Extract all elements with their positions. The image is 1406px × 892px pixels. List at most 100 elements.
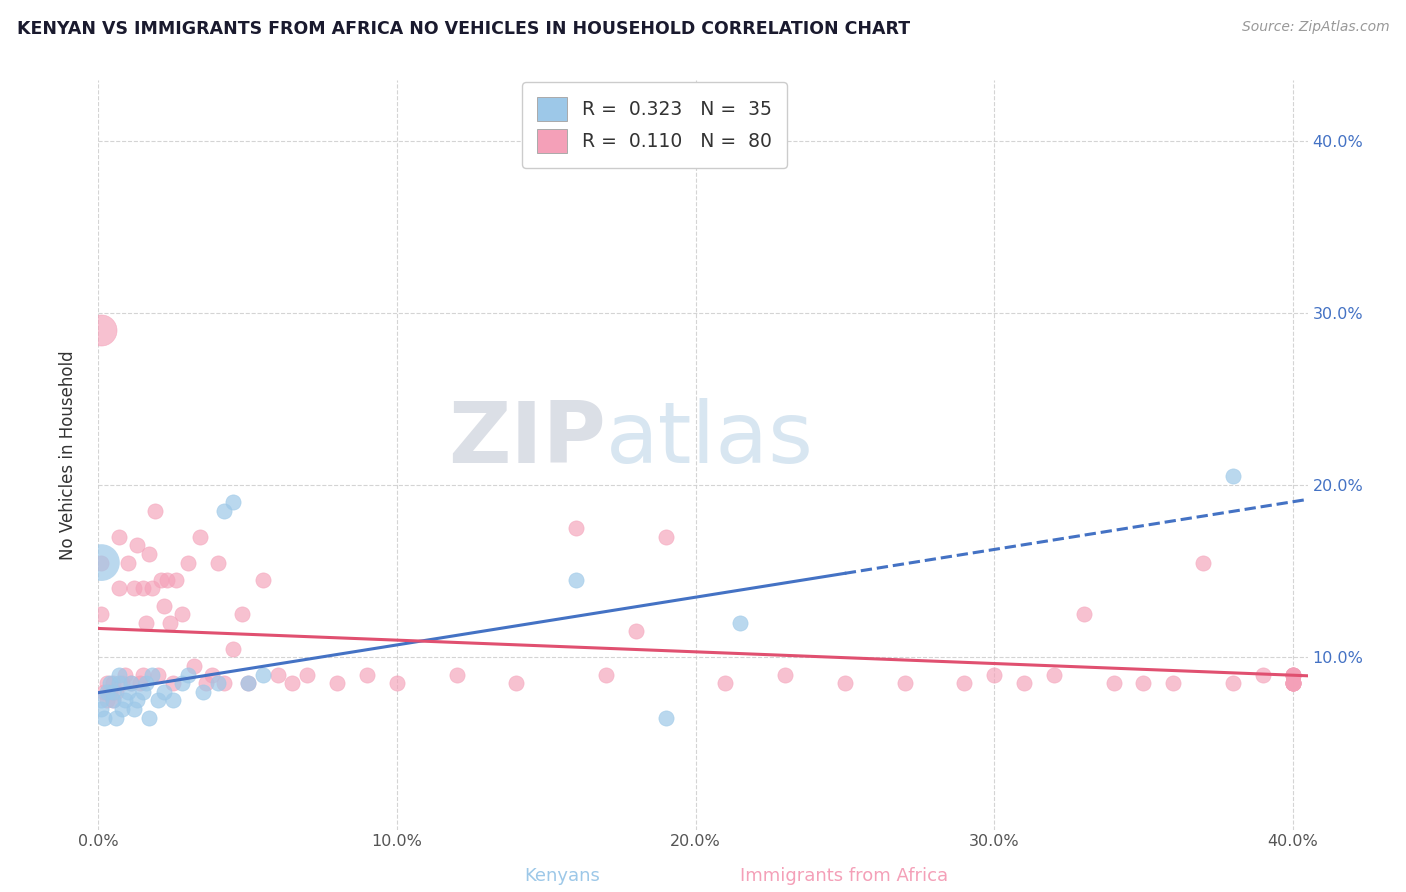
Point <box>212 676 235 690</box>
Point <box>122 582 145 596</box>
Text: KENYAN VS IMMIGRANTS FROM AFRICA NO VEHICLES IN HOUSEHOLD CORRELATION CHART: KENYAN VS IMMIGRANTS FROM AFRICA NO VEHI… <box>17 20 910 37</box>
Point <box>207 556 229 570</box>
Point <box>127 693 149 707</box>
Point <box>1192 556 1215 570</box>
Point <box>654 530 676 544</box>
Point <box>222 641 245 656</box>
Point <box>446 667 468 681</box>
Point <box>1132 676 1154 690</box>
Point <box>654 710 676 724</box>
Point <box>1281 667 1303 681</box>
Legend: R =  0.323   N =  35, R =  0.110   N =  80: R = 0.323 N = 35, R = 0.110 N = 80 <box>522 82 787 168</box>
Point <box>212 504 235 518</box>
Point <box>1222 469 1244 483</box>
Point <box>96 685 118 699</box>
Point <box>252 667 274 681</box>
Point <box>565 521 588 535</box>
Point <box>132 685 155 699</box>
Point <box>153 599 176 613</box>
Point <box>565 573 588 587</box>
Point <box>146 693 169 707</box>
Point <box>103 685 125 699</box>
Point <box>96 693 118 707</box>
Point <box>1281 676 1303 690</box>
Point <box>103 676 125 690</box>
Point <box>236 676 259 690</box>
Point <box>129 676 152 690</box>
Point <box>108 530 131 544</box>
Point <box>114 693 136 707</box>
Point <box>207 676 229 690</box>
Point <box>326 676 349 690</box>
Point <box>96 676 118 690</box>
Point <box>1281 676 1303 690</box>
Point <box>252 573 274 587</box>
Point <box>297 667 319 681</box>
Point <box>90 556 112 570</box>
Point <box>595 667 617 681</box>
Point <box>90 323 112 337</box>
Point <box>127 538 149 552</box>
Point <box>111 676 134 690</box>
Point <box>177 667 200 681</box>
Point <box>893 676 915 690</box>
Point <box>231 607 253 622</box>
Point <box>108 667 131 681</box>
Point <box>1281 676 1303 690</box>
Point <box>98 676 121 690</box>
Y-axis label: No Vehicles in Household: No Vehicles in Household <box>59 350 77 560</box>
Point <box>201 667 224 681</box>
Text: atlas: atlas <box>606 399 814 482</box>
Text: Kenyans: Kenyans <box>524 867 600 885</box>
Point <box>117 556 139 570</box>
Point <box>773 667 796 681</box>
Text: Source: ZipAtlas.com: Source: ZipAtlas.com <box>1241 20 1389 34</box>
Point <box>1102 676 1125 690</box>
Point <box>834 676 856 690</box>
Point <box>162 676 184 690</box>
Point <box>108 582 131 596</box>
Point <box>236 676 259 690</box>
Point <box>1281 676 1303 690</box>
Point <box>1251 667 1274 681</box>
Point <box>105 685 128 699</box>
Point <box>356 667 378 681</box>
Point <box>120 676 142 690</box>
Text: ZIP: ZIP <box>449 399 606 482</box>
Point <box>108 676 131 690</box>
Point <box>138 710 160 724</box>
Point <box>132 582 155 596</box>
Point <box>90 607 112 622</box>
Point <box>266 667 288 681</box>
Point <box>1012 676 1035 690</box>
Point <box>132 667 155 681</box>
Point <box>385 676 408 690</box>
Point <box>1281 667 1303 681</box>
Point <box>170 607 193 622</box>
Point <box>111 702 134 716</box>
Point <box>103 693 125 707</box>
Point <box>117 685 139 699</box>
Point <box>141 667 163 681</box>
Point <box>159 615 181 630</box>
Point <box>1281 667 1303 681</box>
Point <box>953 676 976 690</box>
Point <box>93 685 115 699</box>
Point <box>90 693 112 707</box>
Point <box>150 573 173 587</box>
Point <box>222 495 245 509</box>
Point <box>162 693 184 707</box>
Point <box>624 624 647 639</box>
Point <box>114 667 136 681</box>
Point <box>90 556 112 570</box>
Point <box>141 582 163 596</box>
Point <box>194 676 217 690</box>
Point <box>122 702 145 716</box>
Point <box>1281 667 1303 681</box>
Point <box>138 547 160 561</box>
Point <box>146 667 169 681</box>
Point <box>983 667 1005 681</box>
Point <box>165 573 187 587</box>
Point <box>188 530 211 544</box>
Point <box>177 556 200 570</box>
